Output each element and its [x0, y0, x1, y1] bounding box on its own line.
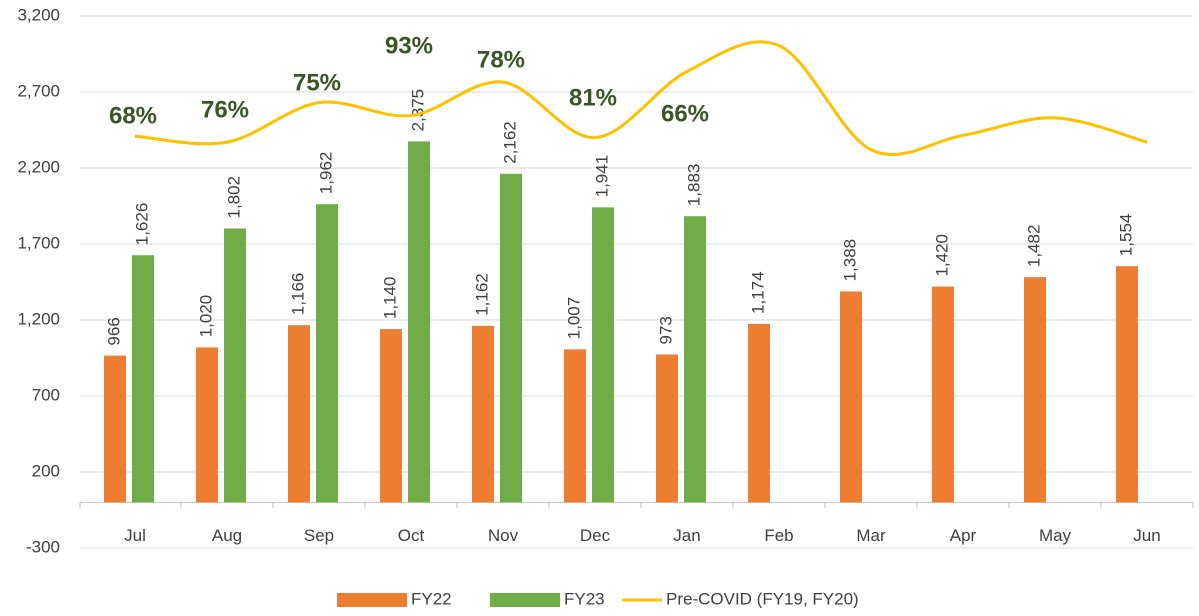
annotation: 78%	[477, 46, 525, 73]
data-label: 1,482	[1024, 225, 1043, 268]
x-tick-label: Jan	[673, 526, 700, 545]
data-label: 1,162	[472, 273, 491, 316]
data-label: 1,007	[564, 297, 583, 340]
legend-label: FY22	[411, 589, 452, 608]
bar	[1024, 277, 1046, 503]
x-tick-label: Jul	[124, 526, 146, 545]
bar	[224, 228, 246, 503]
bar	[656, 354, 678, 503]
bar	[840, 291, 862, 503]
data-label: 2,375	[408, 89, 427, 132]
data-label: 973	[656, 316, 675, 344]
bar	[684, 216, 706, 503]
bar	[748, 323, 770, 503]
data-label: 1,166	[288, 273, 307, 316]
data-label: 1,554	[1116, 214, 1135, 257]
bar	[196, 347, 218, 503]
data-label: 1,388	[840, 239, 859, 282]
data-label: 1,962	[316, 152, 335, 195]
bar	[408, 141, 430, 503]
data-label: 2,162	[500, 121, 519, 164]
legend-label: Pre-COVID (FY19, FY20)	[666, 589, 859, 608]
legend-swatch	[490, 593, 560, 607]
x-tick-label: Nov	[488, 526, 519, 545]
data-label: 1,941	[592, 155, 611, 198]
x-tick-label: Apr	[950, 526, 977, 545]
bar	[132, 255, 154, 503]
data-label: 1,883	[684, 164, 703, 207]
data-label: 1,174	[748, 271, 767, 314]
x-tick-label: Aug	[212, 526, 242, 545]
annotation: 75%	[293, 69, 341, 96]
bar	[288, 325, 310, 503]
data-label: 1,420	[932, 234, 951, 277]
bar	[564, 349, 586, 503]
y-tick-label: 700	[32, 385, 60, 404]
x-tick-label: Feb	[764, 526, 793, 545]
data-label: 1,802	[224, 176, 243, 219]
x-tick-label: Sep	[304, 526, 334, 545]
bar	[1116, 266, 1138, 503]
data-label: 1,140	[380, 277, 399, 320]
line-series	[134, 40, 1148, 156]
x-tick-label: Dec	[580, 526, 611, 545]
annotation: 68%	[109, 102, 157, 129]
y-tick-label: 3,200	[17, 5, 60, 24]
y-tick-label: 2,700	[17, 81, 60, 100]
annotation: 76%	[201, 96, 249, 123]
data-label: 1,020	[196, 295, 215, 338]
bar	[592, 207, 614, 503]
legend-label: FY23	[564, 589, 605, 608]
data-label: 1,626	[132, 203, 151, 246]
data-label: 966	[104, 317, 123, 345]
legend-swatch	[337, 593, 407, 607]
bar	[932, 286, 954, 503]
x-tick-label: May	[1039, 526, 1072, 545]
x-tick-label: Mar	[856, 526, 886, 545]
bar	[472, 325, 494, 503]
annotation: 93%	[385, 32, 433, 59]
y-tick-label: 1,700	[17, 233, 60, 252]
y-tick-label: -300	[26, 537, 60, 556]
y-tick-label: 2,200	[17, 157, 60, 176]
bar	[104, 355, 126, 503]
x-tick-label: Jun	[1133, 526, 1160, 545]
y-tick-label: 200	[32, 461, 60, 480]
y-tick-label: 1,200	[17, 309, 60, 328]
annotation: 81%	[569, 84, 617, 111]
bar	[500, 173, 522, 503]
bar	[380, 329, 402, 503]
bar	[316, 204, 338, 503]
x-tick-label: Oct	[398, 526, 425, 545]
annotation: 66%	[661, 100, 709, 127]
